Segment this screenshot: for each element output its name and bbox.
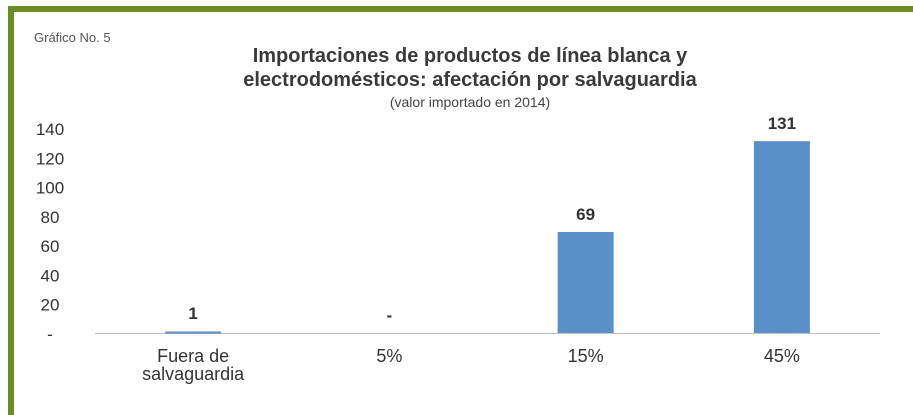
- chart-title-line-2: electrodomésticos: afectación por salvag…: [243, 69, 697, 91]
- data-label: -: [387, 306, 393, 325]
- y-tick-label: 80: [41, 208, 60, 227]
- y-tick-label: 100: [36, 179, 64, 198]
- x-category-label: 15%: [568, 346, 604, 366]
- bar: [165, 331, 222, 334]
- y-tick-label: 40: [41, 266, 60, 285]
- y-tick-label: 120: [36, 149, 64, 168]
- data-label: 1: [188, 304, 197, 323]
- bar: [753, 141, 810, 333]
- y-tick-label: 140: [36, 120, 64, 139]
- chart-number-label: Gráfico No. 5: [34, 30, 111, 45]
- y-tick-label: 20: [41, 296, 60, 315]
- y-tick-label: -: [47, 325, 53, 344]
- chart-title-line-1: Importaciones de productos de línea blan…: [252, 45, 688, 67]
- y-tick-label: 60: [41, 237, 60, 256]
- x-category-label: 45%: [764, 346, 800, 366]
- data-label: 69: [576, 205, 595, 224]
- x-category-label: 5%: [376, 346, 402, 366]
- bar: [557, 231, 614, 333]
- chart-subtitle: (valor importado en 2014): [389, 94, 551, 110]
- x-category-label: salvaguardia: [142, 364, 245, 384]
- x-category-label: Fuera de: [157, 346, 229, 366]
- data-label: 131: [768, 114, 796, 133]
